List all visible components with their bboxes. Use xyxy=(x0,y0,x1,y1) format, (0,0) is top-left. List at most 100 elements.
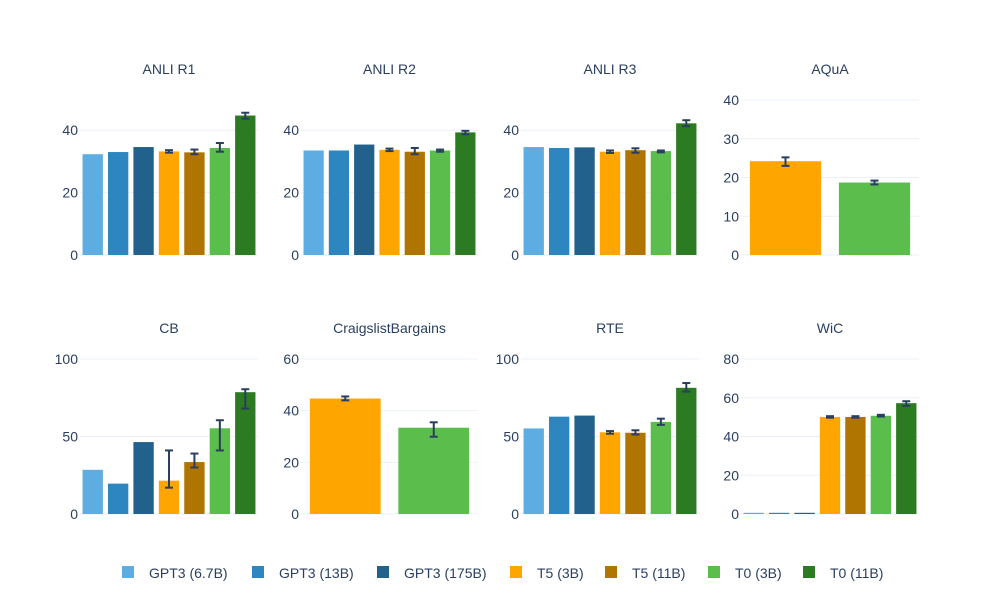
bar-t5-3b xyxy=(819,416,841,514)
y-tick-label: 60 xyxy=(283,351,299,367)
bar-t0-11b xyxy=(896,403,917,514)
bar-t5-3b xyxy=(749,161,822,255)
panel-aqua: AQuA 0 10 20 30 40 xyxy=(723,61,919,263)
bar-t0-3b xyxy=(429,150,451,255)
y-tick-label: 40 xyxy=(283,122,299,138)
legend-item-t0-11b: T0 (11B) xyxy=(803,565,883,581)
y-tick-label: 40 xyxy=(283,403,299,419)
y-tick-label: 10 xyxy=(723,208,739,224)
legend-item-gpt3-175b: GPT3 (175B) xyxy=(377,565,486,581)
legend-label: GPT3 (6.7B) xyxy=(149,565,228,581)
panel-anli-r3: ANLI R3 0 20 40 xyxy=(503,61,699,263)
bar-gpt3-175b xyxy=(133,442,154,514)
y-tick-label: 0 xyxy=(291,506,299,522)
bar-gpt3-6-7b xyxy=(82,154,103,255)
bar-gpt3-6-7b xyxy=(523,147,544,255)
bar-t0-3b xyxy=(838,182,911,255)
bar-t0-3b xyxy=(209,428,231,514)
bar-t5-3b xyxy=(379,149,400,255)
y-tick-label: 40 xyxy=(62,122,78,138)
bar-gpt3-175b xyxy=(574,415,595,514)
bar-t0-11b xyxy=(676,387,697,514)
bar-gpt3-175b xyxy=(574,147,595,255)
panel-title: ANLI R1 xyxy=(143,61,196,77)
bar-gpt3-6-7b xyxy=(82,469,103,514)
bar-t5-11b xyxy=(845,416,866,514)
bar-t0-3b xyxy=(209,147,231,255)
y-tick-label: 0 xyxy=(731,247,739,263)
bar-t5-3b xyxy=(309,398,381,514)
bar-t0-11b xyxy=(676,123,697,255)
legend-swatch xyxy=(122,566,134,578)
y-tick-label: 30 xyxy=(723,131,739,147)
y-tick-label: 100 xyxy=(55,351,79,367)
legend-swatch xyxy=(708,566,720,578)
bar-t5-11b xyxy=(625,432,646,514)
legend-label: T0 (3B) xyxy=(735,565,782,581)
bar-t5-3b xyxy=(158,480,180,514)
legend-swatch xyxy=(510,566,522,578)
bar-t5-11b xyxy=(184,152,205,255)
y-tick-label: 0 xyxy=(70,506,78,522)
bar-t0-3b xyxy=(398,427,470,514)
panel-title: CraigslistBargains xyxy=(333,320,446,336)
bar-gpt3-13b xyxy=(548,147,570,255)
panel-title: ANLI R3 xyxy=(584,61,637,77)
panel-title: RTE xyxy=(596,320,624,336)
bar-gpt3-13b xyxy=(548,416,570,514)
bar-t5-11b xyxy=(625,150,646,255)
bar-gpt3-13b xyxy=(107,152,129,255)
bar-gpt3-13b xyxy=(328,150,350,255)
y-tick-label: 100 xyxy=(496,351,520,367)
y-tick-label: 50 xyxy=(62,429,78,445)
panel-title: ANLI R2 xyxy=(363,61,416,77)
panel-anli-r2: ANLI R2 0 20 40 xyxy=(283,61,478,263)
bar-t5-3b xyxy=(599,151,621,255)
bar-t0-3b xyxy=(650,151,672,255)
bar-gpt3-6-7b xyxy=(303,150,324,255)
bar-t0-11b xyxy=(455,132,476,255)
panel-wic: WiC 0 20 40 60 80 xyxy=(723,320,919,522)
bar-t0-3b xyxy=(870,415,892,514)
panel-title: AQuA xyxy=(811,61,849,77)
panel-title: WiC xyxy=(817,320,843,336)
bar-t5-11b xyxy=(184,462,205,514)
legend-label: GPT3 (13B) xyxy=(279,565,354,581)
y-tick-label: 0 xyxy=(731,506,739,522)
legend-label: T0 (11B) xyxy=(830,565,883,581)
legend-swatch xyxy=(803,566,815,578)
panel-craigslistbargains: CraigslistBargains 0 20 40 60 xyxy=(283,320,478,522)
legend-swatch xyxy=(252,566,264,578)
bar-t0-11b xyxy=(235,392,256,514)
y-tick-label: 20 xyxy=(723,467,739,483)
legend-item-t0-3b: T0 (3B) xyxy=(708,565,782,581)
y-tick-label: 20 xyxy=(62,185,78,201)
y-tick-label: 50 xyxy=(503,429,519,445)
y-tick-label: 20 xyxy=(723,170,739,186)
legend-item-t5-3b: T5 (3B) xyxy=(510,565,584,581)
legend-swatch xyxy=(605,566,617,578)
legend-item-gpt3-13b: GPT3 (13B) xyxy=(252,565,354,581)
legend-label: GPT3 (175B) xyxy=(404,565,486,581)
y-tick-label: 40 xyxy=(723,92,739,108)
bar-t0-3b xyxy=(650,421,672,514)
panel-anli-r1: ANLI R1 0 20 40 xyxy=(62,61,258,263)
y-tick-label: 40 xyxy=(503,122,519,138)
y-tick-label: 60 xyxy=(723,390,739,406)
legend: GPT3 (6.7B) GPT3 (13B) GPT3 (175B) T5 (3B) T… xyxy=(122,565,883,581)
y-tick-label: 20 xyxy=(283,454,299,470)
bar-t5-11b xyxy=(404,151,425,255)
bar-gpt3-13b xyxy=(768,512,790,514)
y-tick-label: 0 xyxy=(511,506,519,522)
bar-t0-11b xyxy=(235,115,256,255)
legend-item-t5-11b: T5 (11B) xyxy=(605,565,685,581)
legend-item-gpt3-6-7b: GPT3 (6.7B) xyxy=(122,565,228,581)
bar-gpt3-13b xyxy=(107,483,129,514)
y-tick-label: 20 xyxy=(283,185,299,201)
panel-rte: RTE 0 50 100 xyxy=(496,320,699,522)
bar-gpt3-6-7b xyxy=(743,512,764,514)
bar-gpt3-6-7b xyxy=(523,428,544,514)
panel-title: CB xyxy=(159,320,178,336)
y-tick-label: 80 xyxy=(723,351,739,367)
